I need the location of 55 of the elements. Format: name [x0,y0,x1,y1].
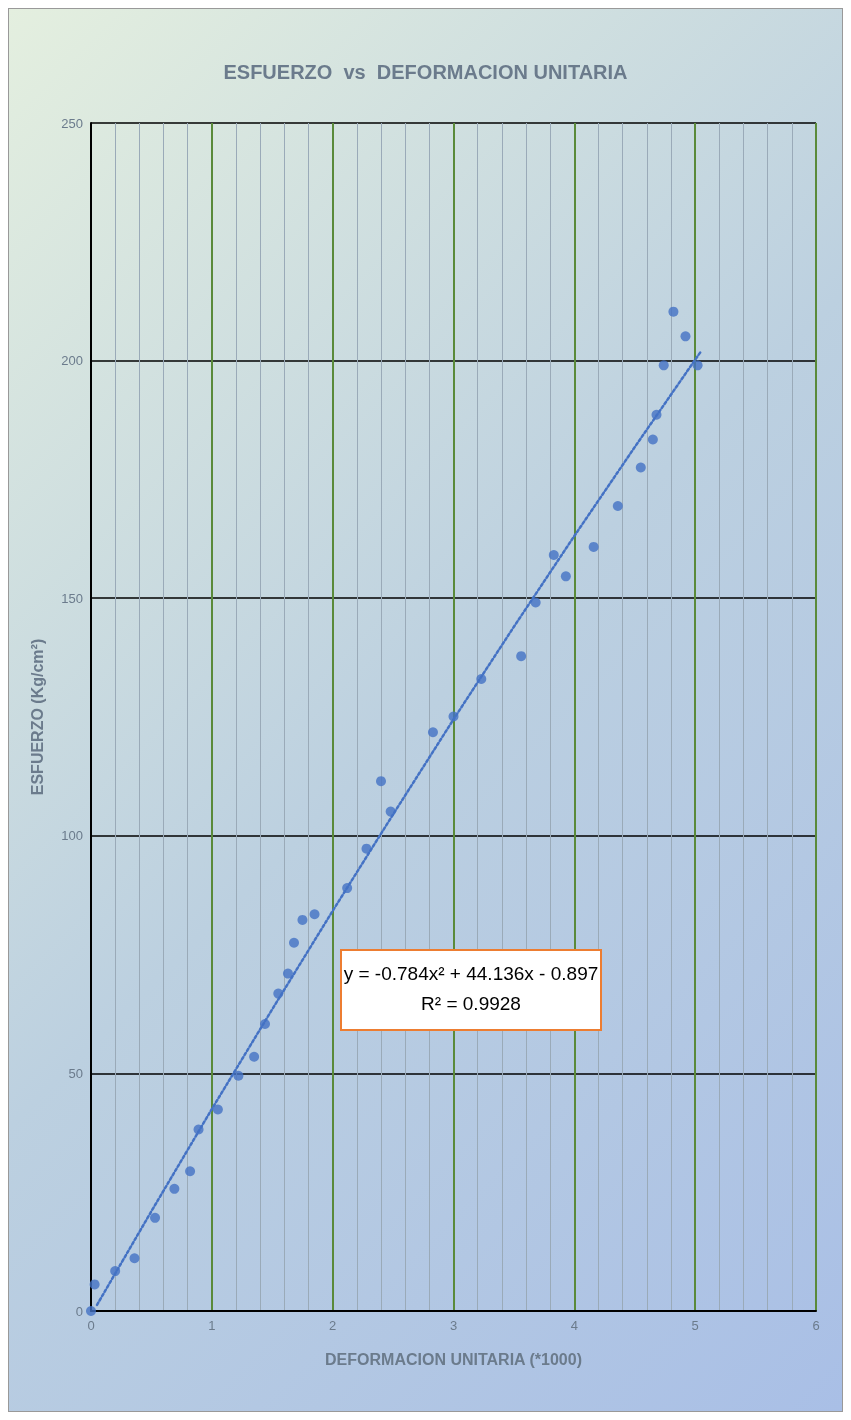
point [169,1183,180,1194]
point [385,806,396,817]
point [651,409,662,420]
point [680,331,691,342]
point [282,968,293,979]
annotation: R² = 0.9928 [421,993,521,1014]
point [427,727,438,738]
point [89,1279,100,1290]
point [692,360,703,371]
point [193,1124,204,1135]
y-tick-label: 200 [61,353,83,369]
x-tick-label: 4 [570,1318,578,1333]
point [212,1104,223,1115]
y-tick-label: 250 [61,115,83,131]
x-tick-label: 3 [449,1318,458,1333]
chart-title: ESFUERZO vs DEFORMACION UNITARIA [223,61,628,83]
point [361,843,372,854]
point [273,988,284,999]
point [647,434,658,445]
x-tick-label: 5 [691,1318,699,1333]
annotation: y = -0.784x² + 44.136x - 0.897 [343,963,599,984]
point [86,1306,96,1316]
x-tick-label: 0 [87,1318,95,1333]
x-tick-label: 6 [812,1318,820,1333]
point [150,1212,161,1223]
point [516,651,527,662]
point [249,1051,260,1062]
point [658,360,669,371]
point [668,306,679,317]
y-tick-label: 50 [68,1065,83,1081]
point [448,711,459,722]
point [376,776,386,787]
point [289,937,299,948]
x-tick-label: 1 [208,1318,216,1333]
y-axis-title: ESFUERZO (Kg/cm²) [28,638,46,796]
point [588,541,599,552]
point [233,1070,244,1081]
point [129,1253,140,1264]
point [185,1166,196,1177]
point [260,1018,270,1029]
point [612,501,623,512]
x-tick-label: 2 [329,1318,337,1333]
y-tick-label: 0 [75,1303,83,1319]
point [297,914,308,925]
point [548,549,559,560]
point [476,673,487,684]
point [530,597,541,608]
y-tick-label: 150 [61,590,83,606]
point [560,571,571,582]
point [635,462,646,473]
point [342,883,353,894]
point [110,1266,121,1277]
y-tick-label: 100 [61,828,83,844]
x-axis-title: DEFORMACION UNITARIA (*1000) [325,1350,582,1368]
point [309,909,320,920]
